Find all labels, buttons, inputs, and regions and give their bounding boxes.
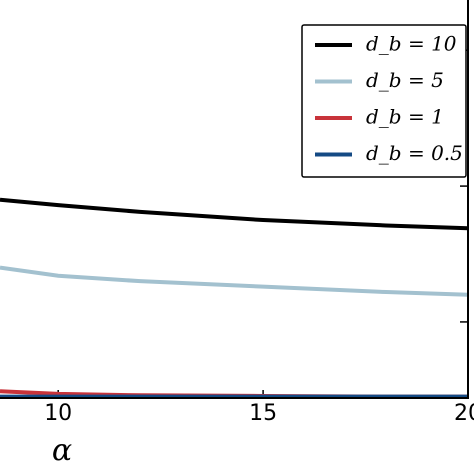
series-line — [0, 197, 469, 231]
legend-label: d_b = 10 — [366, 32, 457, 56]
axes-frame — [0, 0, 469, 399]
x-tick-label: 10 — [44, 401, 72, 426]
x-tick-label: 15 — [249, 401, 277, 426]
series-line — [0, 265, 469, 297]
legend-box — [301, 24, 467, 178]
legend-label: d_b = 0.5 — [366, 141, 463, 165]
x-tick-label: 20 — [454, 401, 474, 426]
x-axis-label: α — [52, 433, 72, 468]
legend-label: d_b = 5 — [366, 68, 444, 92]
legend-label: d_b = 1 — [366, 105, 444, 129]
